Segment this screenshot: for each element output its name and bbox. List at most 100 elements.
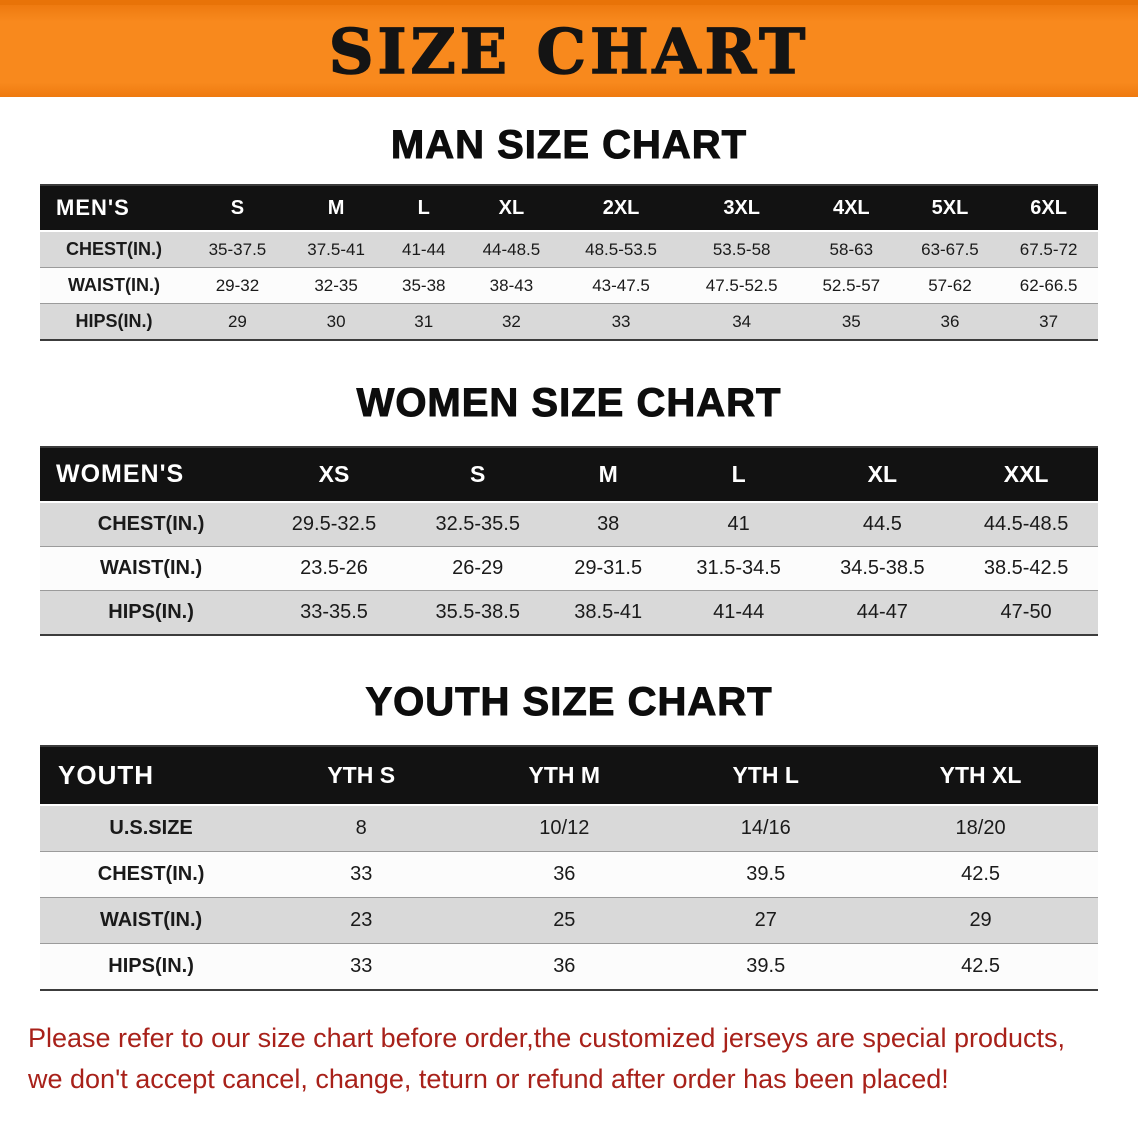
size-column-header: S: [188, 185, 287, 232]
size-value-cell: 47-50: [954, 590, 1098, 635]
table-header-row: MEN'S S M L XL 2XL 3XL 4XL 5XL 6XL: [40, 185, 1098, 232]
row-label: CHEST(IN.): [40, 502, 263, 547]
size-value-cell: 42.5: [863, 851, 1098, 898]
table-row: U.S.SIZE 8 10/12 14/16 18/20: [40, 805, 1098, 852]
size-value-cell: 41-44: [385, 231, 463, 268]
size-value-cell: 23.5-26: [262, 546, 406, 591]
size-value-cell: 44.5: [810, 502, 955, 547]
size-value-cell: 32-35: [286, 267, 386, 304]
size-value-cell: 44.5-48.5: [954, 502, 1098, 547]
row-label: HIPS(IN.): [40, 303, 189, 340]
youth-section-heading: YOUTH SIZE CHART: [365, 680, 773, 725]
size-value-cell: 36: [900, 303, 1000, 340]
table-header-label: YOUTH: [40, 746, 263, 806]
size-value-cell: 57-62: [900, 267, 1000, 304]
size-value-cell: 18/20: [863, 805, 1098, 852]
size-value-cell: 29-32: [188, 267, 287, 304]
size-value-cell: 58-63: [801, 231, 901, 268]
size-column-header: YTH L: [668, 746, 864, 806]
size-value-cell: 35-37.5: [188, 231, 287, 268]
size-value-cell: 31: [385, 303, 463, 340]
table-row: CHEST(IN.) 33 36 39.5 42.5: [40, 851, 1098, 898]
size-column-header: 3XL: [681, 185, 802, 232]
size-value-cell: 14/16: [668, 805, 864, 852]
size-value-cell: 44-47: [810, 590, 955, 635]
size-value-cell: 10/12: [460, 805, 669, 852]
row-label: U.S.SIZE: [40, 805, 263, 852]
size-column-header: XXL: [954, 447, 1098, 503]
size-value-cell: 32.5-35.5: [405, 502, 550, 547]
size-column-header: L: [666, 447, 811, 503]
size-value-cell: 29.5-32.5: [262, 502, 406, 547]
table-row: WAIST(IN.) 23 25 27 29: [40, 897, 1098, 944]
row-label: WAIST(IN.): [40, 897, 263, 944]
size-value-cell: 62-66.5: [999, 267, 1098, 304]
size-value-cell: 44-48.5: [462, 231, 561, 268]
size-value-cell: 25: [460, 897, 669, 944]
women-size-table: WOMEN'S XS S M L XL XXL CHEST(IN.) 29.5-32.5 32.5…: [40, 446, 1098, 636]
youth-size-section: YOUTH SIZE CHART YOUTH YTH S YTH M YTH L YTH…: [0, 680, 1138, 991]
size-value-cell: 39.5: [668, 943, 864, 990]
size-value-cell: 30: [286, 303, 386, 340]
size-column-header: YTH M: [460, 746, 669, 806]
size-value-cell: 37.5-41: [286, 231, 386, 268]
size-value-cell: 29: [863, 897, 1098, 944]
size-value-cell: 35: [801, 303, 901, 340]
size-value-cell: 43-47.5: [560, 267, 682, 304]
table-row: HIPS(IN.) 33 36 39.5 42.5: [40, 943, 1098, 990]
row-label: HIPS(IN.): [40, 590, 263, 635]
size-value-cell: 23: [262, 897, 461, 944]
size-value-cell: 36: [460, 943, 669, 990]
row-label: WAIST(IN.): [40, 546, 263, 591]
size-column-header: 4XL: [801, 185, 901, 232]
footer-notice: Please refer to our size chart before or…: [0, 1019, 1138, 1099]
size-value-cell: 31.5-34.5: [666, 546, 811, 591]
notice-line-2: we don't accept cancel, change, teturn o…: [28, 1064, 949, 1095]
size-value-cell: 32: [462, 303, 561, 340]
size-column-header: XL: [810, 447, 955, 503]
table-row: HIPS(IN.) 29 30 31 32 33 34 35 36 37: [40, 303, 1098, 340]
size-value-cell: 8: [262, 805, 461, 852]
size-value-cell: 53.5-58: [681, 231, 802, 268]
size-value-cell: 47.5-52.5: [681, 267, 802, 304]
size-value-cell: 33: [560, 303, 682, 340]
size-value-cell: 38.5-42.5: [954, 546, 1098, 591]
youth-size-table: YOUTH YTH S YTH M YTH L YTH XL U.S.SIZE 8 10/12…: [40, 745, 1098, 991]
table-header-row: YOUTH YTH S YTH M YTH L YTH XL: [40, 746, 1098, 806]
size-value-cell: 26-29: [405, 546, 550, 591]
size-value-cell: 29: [188, 303, 287, 340]
size-value-cell: 33-35.5: [262, 590, 406, 635]
table-header-label: WOMEN'S: [40, 447, 263, 503]
banner: SIZE CHART: [0, 0, 1138, 97]
size-value-cell: 35-38: [385, 267, 463, 304]
size-value-cell: 41-44: [666, 590, 811, 635]
size-value-cell: 36: [460, 851, 669, 898]
size-value-cell: 42.5: [863, 943, 1098, 990]
men-section-heading: MAN SIZE CHART: [390, 123, 748, 168]
row-label: WAIST(IN.): [40, 267, 189, 304]
size-column-header: M: [549, 447, 667, 503]
size-value-cell: 67.5-72: [999, 231, 1098, 268]
size-value-cell: 34.5-38.5: [810, 546, 955, 591]
row-label: HIPS(IN.): [40, 943, 263, 990]
size-value-cell: 38: [549, 502, 667, 547]
size-column-header: XL: [462, 185, 561, 232]
women-section-heading: WOMEN SIZE CHART: [356, 381, 782, 426]
size-value-cell: 37: [999, 303, 1098, 340]
women-size-section: WOMEN SIZE CHART WOMEN'S XS S M L XL XXL CHEST(…: [0, 381, 1138, 636]
size-value-cell: 39.5: [668, 851, 864, 898]
size-value-cell: 27: [668, 897, 864, 944]
page-title: SIZE CHART: [328, 14, 810, 89]
table-header-row: WOMEN'S XS S M L XL XXL: [40, 447, 1098, 503]
size-value-cell: 48.5-53.5: [560, 231, 682, 268]
row-label: CHEST(IN.): [40, 851, 263, 898]
size-value-cell: 33: [262, 851, 461, 898]
men-size-table: MEN'S S M L XL 2XL 3XL 4XL 5XL 6XL CHEST(IN.) 35-37…: [40, 184, 1098, 341]
table-row: CHEST(IN.) 29.5-32.5 32.5-35.5 38 41 44.5 44.5…: [40, 502, 1098, 547]
size-column-header: 5XL: [900, 185, 1000, 232]
size-value-cell: 38-43: [462, 267, 561, 304]
size-column-header: L: [385, 185, 463, 232]
size-column-header: 2XL: [560, 185, 682, 232]
size-value-cell: 38.5-41: [549, 590, 667, 635]
size-value-cell: 34: [681, 303, 802, 340]
